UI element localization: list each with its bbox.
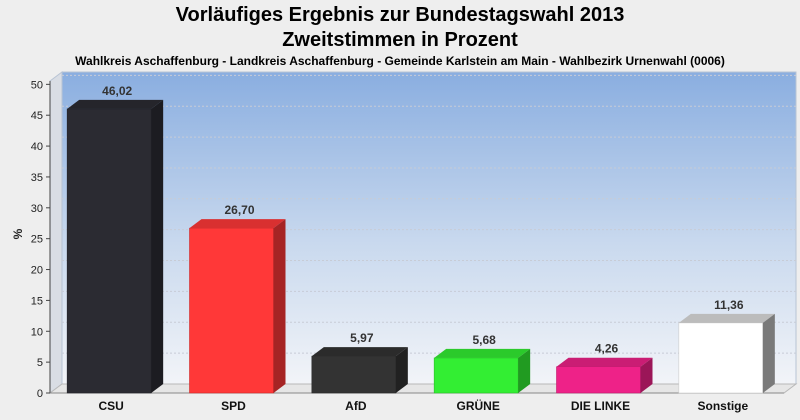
y-tick-label: 40 bbox=[31, 141, 43, 153]
chart-title: Vorläufiges Ergebnis zur Bundestagswahl … bbox=[175, 4, 625, 26]
data-label: 4,26 bbox=[595, 342, 619, 356]
bar-top bbox=[311, 347, 408, 357]
data-label: 11,36 bbox=[714, 298, 744, 312]
data-label: 46,02 bbox=[102, 84, 132, 98]
data-label: 5,68 bbox=[472, 333, 496, 347]
y-tick-label: 0 bbox=[37, 388, 43, 400]
bar-grüne bbox=[433, 357, 519, 394]
x-tick-label: GRÜNE bbox=[456, 398, 499, 413]
bar-top bbox=[556, 357, 653, 367]
y-axis-label: % bbox=[11, 228, 25, 239]
y-tick-label: 35 bbox=[31, 172, 43, 184]
chart-subtitle: Zweitstimmen in Prozent bbox=[282, 29, 518, 51]
bar-side bbox=[518, 348, 531, 393]
y-tick-label: 5 bbox=[37, 357, 43, 369]
y-tick-label: 15 bbox=[31, 295, 43, 307]
y-tick-label: 10 bbox=[31, 326, 43, 338]
x-tick-label: CSU bbox=[98, 399, 123, 413]
x-tick-label: DIE LINKE bbox=[571, 399, 630, 413]
bar-sonstige bbox=[678, 322, 764, 394]
y-tick-label: 30 bbox=[31, 203, 43, 215]
x-tick-label: SPD bbox=[221, 399, 246, 413]
y-tick-label: 20 bbox=[31, 265, 43, 277]
chart-description: Wahlkreis Aschaffenburg - Landkreis Asch… bbox=[75, 54, 725, 68]
y-tick-label: 25 bbox=[31, 234, 43, 246]
bar-top bbox=[189, 219, 286, 229]
data-label: 5,97 bbox=[350, 331, 374, 345]
bar-side bbox=[640, 357, 653, 393]
bar-csu bbox=[66, 108, 152, 394]
bar-afd bbox=[311, 355, 397, 394]
bar-top bbox=[678, 313, 775, 323]
x-tick-label: Sonstige bbox=[697, 399, 748, 413]
y-tick-label: 45 bbox=[31, 110, 43, 122]
data-label: 26,70 bbox=[224, 203, 254, 217]
bar-side bbox=[762, 313, 775, 393]
bar-die-linke bbox=[556, 366, 641, 394]
plot-side-wall bbox=[49, 71, 63, 394]
plot-back-wall bbox=[61, 71, 797, 385]
x-tick-label: AfD bbox=[345, 399, 367, 413]
bar-side bbox=[395, 347, 408, 393]
y-tick-label: 50 bbox=[31, 79, 43, 91]
bar-side bbox=[151, 99, 164, 393]
bar-spd bbox=[189, 227, 274, 394]
bar-top bbox=[434, 348, 531, 358]
bar-top bbox=[67, 99, 164, 109]
bar-side bbox=[273, 219, 286, 393]
